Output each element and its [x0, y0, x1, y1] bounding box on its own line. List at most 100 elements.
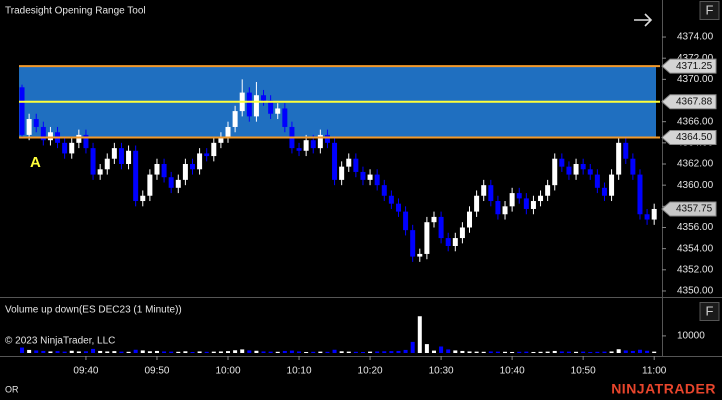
- volume-bar: [83, 351, 88, 353]
- volume-bar: [559, 351, 564, 353]
- price-badge: [661, 58, 717, 74]
- candle-body: [282, 108, 288, 127]
- y-tick-label: 4352.00: [677, 264, 714, 275]
- volume-bar: [581, 351, 586, 353]
- candle-body: [232, 111, 238, 127]
- volume-bar: [254, 350, 259, 353]
- candle-body: [126, 150, 132, 165]
- nav-arrow[interactable]: [634, 13, 653, 27]
- candle-body: [204, 153, 210, 157]
- candle-body: [140, 195, 146, 202]
- candle-body: [509, 193, 515, 207]
- candle-body: [253, 95, 259, 117]
- volume-bar: [588, 351, 593, 353]
- tab-bar: [0, 381, 722, 400]
- volume-bar: [410, 341, 415, 353]
- candle-body: [637, 174, 643, 215]
- volume-bar: [545, 351, 550, 353]
- volume-bar: [169, 351, 174, 353]
- button-label[interactable]: F: [706, 303, 714, 318]
- volume-bar: [41, 350, 46, 353]
- candle-body: [552, 158, 558, 186]
- volume-bar: [382, 351, 387, 353]
- candle-body: [459, 227, 465, 239]
- x-tick-label: 10:50: [571, 366, 596, 377]
- candle-body: [523, 198, 529, 209]
- y-tick-label: 4360.00: [677, 180, 714, 191]
- y-tick-label: 4354.00: [677, 243, 714, 254]
- candle-body: [452, 238, 458, 247]
- candle-body: [445, 238, 451, 247]
- candle-body: [275, 108, 281, 114]
- y-tick-label: 4370.00: [677, 74, 714, 85]
- volume-bar: [375, 351, 380, 353]
- volume-bar: [616, 349, 621, 353]
- candle-body: [33, 119, 39, 127]
- price-badge-label: 4367.88: [676, 96, 713, 107]
- tab-label[interactable]: OR: [5, 384, 19, 394]
- candle-body: [594, 174, 600, 188]
- candle-body: [40, 126, 46, 141]
- volume-bar: [98, 350, 103, 353]
- candle-body: [545, 185, 551, 196]
- candle-body: [502, 206, 508, 215]
- candle-body: [609, 174, 615, 196]
- candle-body: [47, 132, 53, 141]
- volume-bar: [311, 351, 316, 353]
- candle-body: [474, 195, 480, 212]
- volume-bar: [510, 351, 515, 353]
- button-frame[interactable]: [699, 302, 720, 321]
- volume-bar: [318, 351, 323, 353]
- candle-body: [97, 169, 103, 175]
- candle-body: [481, 185, 487, 196]
- volume-bar: [105, 351, 110, 353]
- candle-body: [488, 185, 494, 202]
- x-tick-label: 10:40: [500, 366, 525, 377]
- price-badge: [661, 130, 717, 146]
- x-tick-label: 10:20: [358, 366, 383, 377]
- candle-body: [19, 87, 25, 135]
- candle-body: [324, 134, 330, 143]
- candle-body: [395, 203, 401, 212]
- volume-bar: [162, 351, 167, 353]
- volume-bar: [332, 349, 337, 353]
- candle-body: [623, 142, 629, 159]
- x-tick-label: 10:10: [287, 366, 312, 377]
- candle-body: [225, 126, 231, 138]
- volume-bar: [467, 351, 472, 353]
- volume-bar: [574, 351, 579, 353]
- volume-bar: [453, 350, 458, 353]
- candle-body: [268, 100, 274, 114]
- candle-body: [651, 208, 657, 220]
- volume-bar: [48, 351, 53, 353]
- candle-body: [26, 119, 32, 135]
- y-tick-label: 4374.00: [677, 32, 714, 43]
- volume-bar: [630, 350, 635, 353]
- volume-bar: [233, 350, 238, 353]
- candle-body: [403, 211, 409, 231]
- candle-body: [360, 171, 366, 180]
- volume-bar: [247, 350, 252, 353]
- candle-body: [601, 187, 607, 196]
- y-tick-label: 4356.00: [677, 222, 714, 233]
- candle-body: [83, 134, 89, 149]
- volume-bar: [439, 346, 444, 353]
- volume-bar: [645, 350, 650, 353]
- volume-bar: [517, 351, 522, 353]
- indicator-title: Tradesight Opening Range Tool: [5, 6, 146, 17]
- volume-bar: [503, 351, 508, 353]
- arrow-icon[interactable]: [634, 13, 653, 27]
- button[interactable]: F: [699, 1, 720, 20]
- candle-body: [644, 214, 650, 220]
- x-tick-label: 10:30: [429, 366, 454, 377]
- button[interactable]: F: [699, 302, 720, 321]
- price-badge: [661, 94, 717, 110]
- candle-body: [339, 166, 345, 180]
- volume-bar: [460, 350, 465, 353]
- button-frame[interactable]: [699, 1, 720, 20]
- candle-body: [211, 142, 217, 157]
- candle-body: [417, 253, 423, 257]
- button-label[interactable]: F: [706, 2, 714, 17]
- candle-body: [133, 150, 139, 202]
- volume-bar: [197, 351, 202, 353]
